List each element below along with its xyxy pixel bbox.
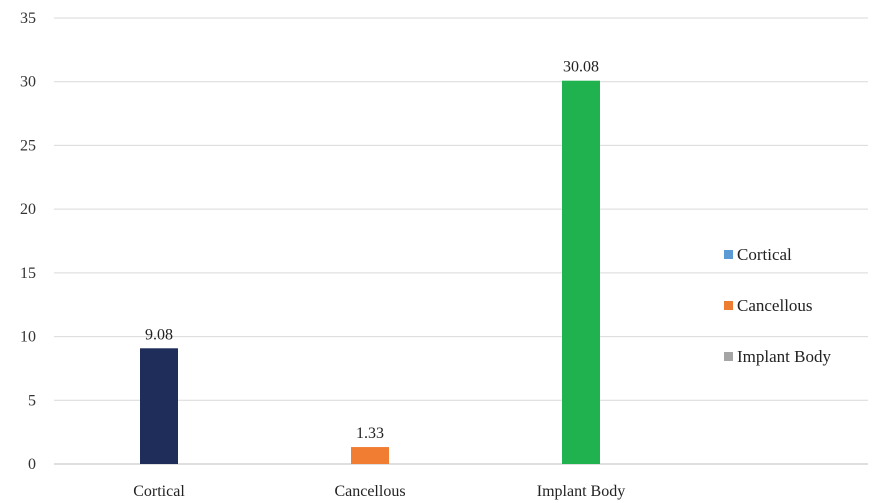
x-tick-label: Implant Body (537, 483, 625, 500)
gridlines (54, 17, 868, 465)
legend-swatch (724, 352, 733, 361)
bar-cortical (140, 348, 178, 464)
y-tick-label: 0 (28, 456, 36, 473)
legend-label: Cancellous (737, 296, 813, 315)
x-axis: Cortical Cancellous Implant Body (133, 483, 625, 500)
legend-swatch (724, 301, 733, 310)
legend-swatch (724, 250, 733, 259)
y-tick-label: 25 (20, 137, 36, 154)
bar-cancellous (351, 447, 389, 464)
data-label: 30.08 (563, 59, 599, 76)
y-tick-label: 20 (20, 201, 36, 218)
legend-label: Implant Body (737, 347, 831, 366)
y-tick-label: 5 (28, 392, 36, 409)
bars: 9.08 1.33 30.08 (140, 59, 600, 464)
legend: Cortical Cancellous Implant Body (724, 245, 831, 366)
y-tick-label: 35 (20, 10, 36, 27)
data-label: 9.08 (145, 326, 173, 343)
y-tick-label: 10 (20, 329, 36, 346)
x-tick-label: Cancellous (334, 483, 405, 500)
legend-label: Cortical (737, 245, 792, 264)
y-tick-label: 30 (20, 74, 36, 91)
y-axis: 0 5 10 15 20 25 30 35 (20, 10, 36, 473)
bar-implant-body (562, 80, 600, 464)
y-tick-label: 15 (20, 265, 36, 282)
x-tick-label: Cortical (133, 483, 185, 500)
data-label: 1.33 (356, 425, 384, 442)
